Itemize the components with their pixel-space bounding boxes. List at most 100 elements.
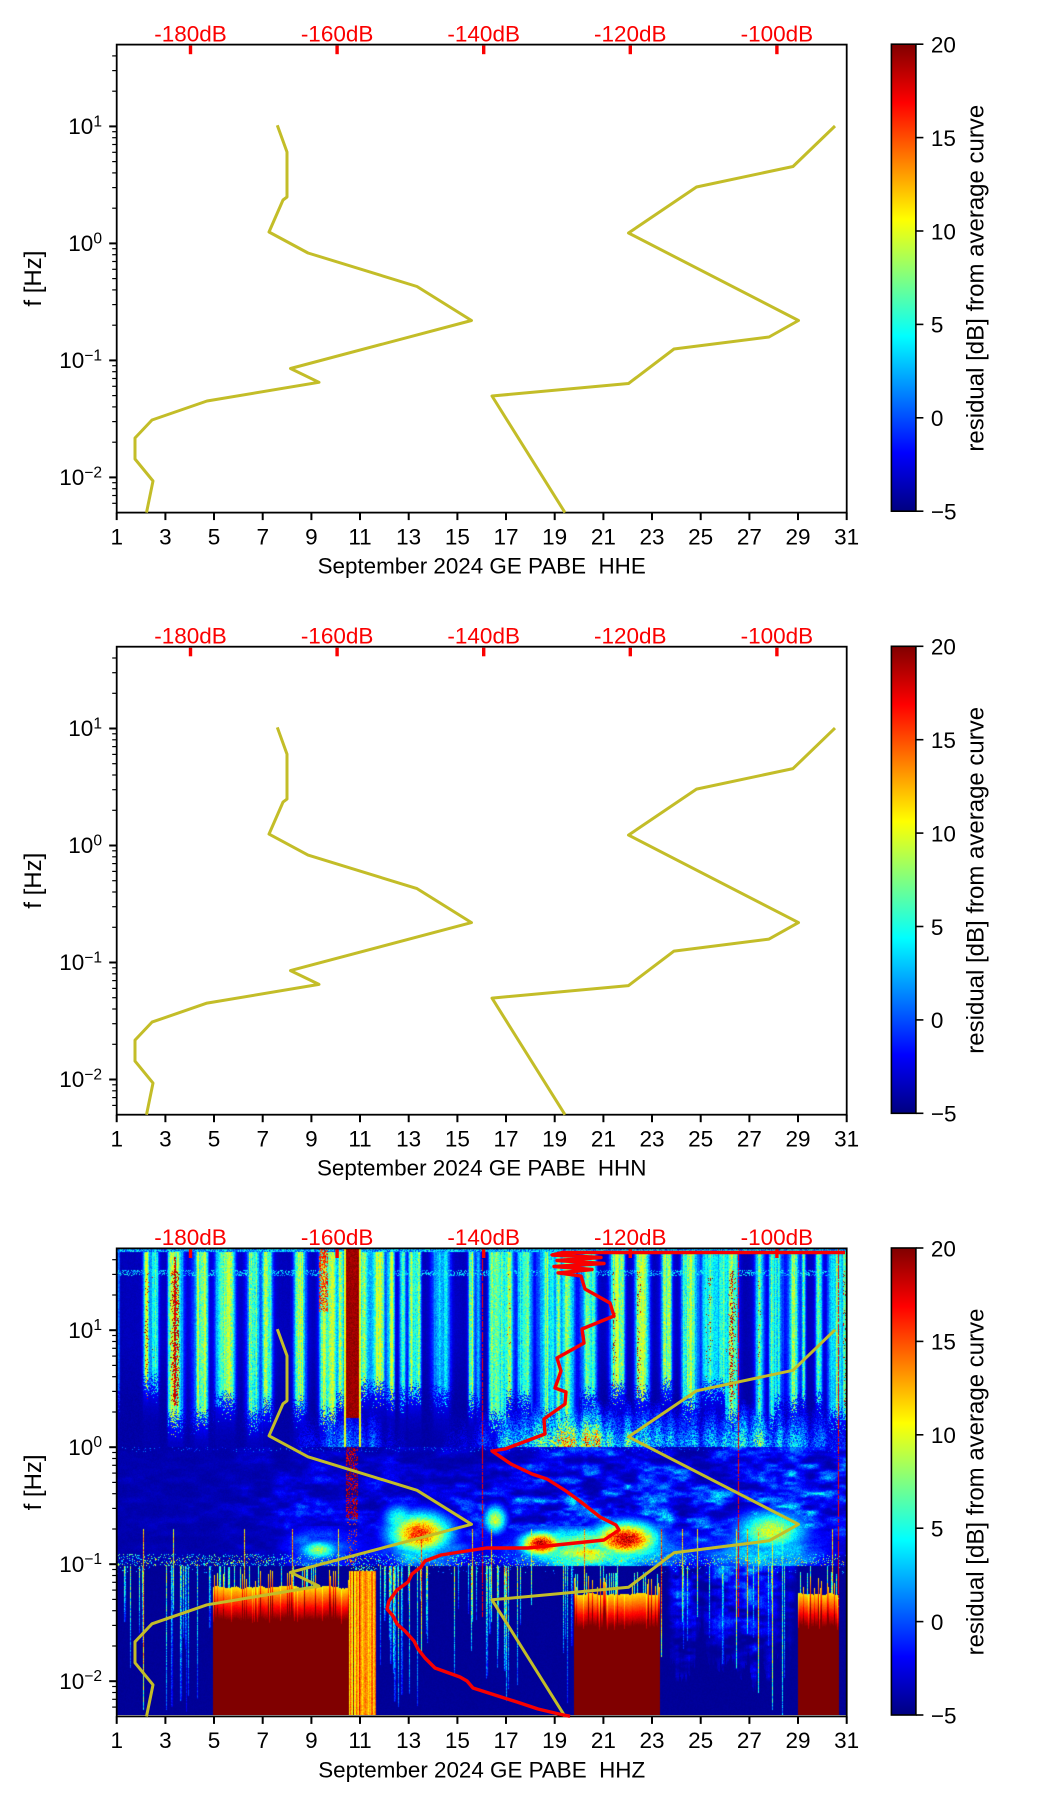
svg-text:September 2024 GE PABE HHN: September 2024 GE PABE HHN	[317, 1156, 646, 1181]
svg-text:5: 5	[208, 1127, 221, 1152]
svg-text:19: 19	[542, 1127, 567, 1152]
svg-text:residual [dB] from average cur: residual [dB] from average curve	[963, 707, 990, 1054]
svg-text:f [Hz]: f [Hz]	[20, 251, 47, 307]
svg-text:100: 100	[68, 230, 102, 256]
svg-text:29: 29	[785, 1127, 810, 1152]
svg-text:20: 20	[931, 635, 956, 660]
svg-text:5: 5	[931, 1517, 944, 1542]
svg-text:1: 1	[110, 1728, 123, 1753]
svg-text:-160dB: -160dB	[301, 1225, 374, 1250]
svg-text:-180dB: -180dB	[154, 1225, 227, 1250]
svg-text:17: 17	[493, 524, 518, 549]
svg-text:20: 20	[931, 33, 956, 58]
svg-text:5: 5	[931, 915, 944, 940]
svg-text:20: 20	[931, 1236, 956, 1261]
svg-text:10: 10	[931, 1423, 956, 1448]
svg-text:10−2: 10−2	[59, 464, 102, 490]
svg-text:13: 13	[396, 1728, 421, 1753]
svg-text:7: 7	[256, 1728, 269, 1753]
svg-text:29: 29	[785, 524, 810, 549]
svg-text:10−2: 10−2	[59, 1668, 102, 1694]
svg-text:-140dB: -140dB	[447, 1225, 520, 1250]
svg-text:23: 23	[639, 1728, 664, 1753]
svg-text:15: 15	[445, 524, 470, 549]
svg-text:31: 31	[834, 524, 859, 549]
svg-text:0: 0	[931, 1610, 944, 1635]
svg-text:9: 9	[305, 1728, 318, 1753]
svg-text:-100dB: -100dB	[741, 1225, 814, 1250]
svg-text:−5: −5	[931, 500, 957, 525]
svg-text:17: 17	[493, 1728, 518, 1753]
svg-text:residual [dB] from average cur: residual [dB] from average curve	[963, 1309, 990, 1656]
svg-text:21: 21	[591, 1728, 616, 1753]
svg-text:10−1: 10−1	[59, 1551, 102, 1577]
svg-text:7: 7	[256, 524, 269, 549]
svg-text:27: 27	[737, 1127, 762, 1152]
svg-text:f [Hz]: f [Hz]	[20, 853, 47, 909]
svg-text:−5: −5	[931, 1703, 957, 1728]
svg-text:f [Hz]: f [Hz]	[20, 1454, 47, 1510]
svg-text:10: 10	[931, 821, 956, 846]
svg-text:100: 100	[68, 832, 102, 858]
svg-text:1: 1	[110, 524, 123, 549]
svg-text:9: 9	[305, 524, 318, 549]
svg-text:-180dB: -180dB	[154, 623, 227, 648]
svg-text:101: 101	[68, 1317, 102, 1343]
svg-text:15: 15	[931, 1330, 956, 1355]
svg-text:25: 25	[688, 524, 713, 549]
svg-text:15: 15	[931, 728, 956, 753]
svg-text:-100dB: -100dB	[741, 21, 814, 46]
svg-text:−5: −5	[931, 1102, 957, 1127]
svg-text:September 2024 GE PABE HHZ: September 2024 GE PABE HHZ	[318, 1757, 645, 1782]
svg-text:-100dB: -100dB	[741, 623, 814, 648]
svg-text:7: 7	[256, 1127, 269, 1152]
svg-text:3: 3	[159, 524, 172, 549]
svg-text:5: 5	[208, 1728, 221, 1753]
svg-text:15: 15	[445, 1127, 470, 1152]
svg-text:-140dB: -140dB	[447, 623, 520, 648]
svg-text:3: 3	[159, 1127, 172, 1152]
svg-text:10−1: 10−1	[59, 347, 102, 373]
svg-text:5: 5	[208, 524, 221, 549]
svg-text:0: 0	[931, 406, 944, 431]
svg-text:13: 13	[396, 524, 421, 549]
svg-text:-180dB: -180dB	[154, 21, 227, 46]
svg-text:0: 0	[931, 1008, 944, 1033]
svg-text:10−2: 10−2	[59, 1066, 102, 1092]
svg-text:-120dB: -120dB	[594, 1225, 667, 1250]
svg-text:September 2024 GE PABE HHE: September 2024 GE PABE HHE	[318, 554, 646, 579]
svg-text:11: 11	[348, 1127, 371, 1152]
svg-text:31: 31	[834, 1127, 859, 1152]
svg-text:5: 5	[931, 313, 944, 338]
svg-text:19: 19	[542, 524, 567, 549]
svg-text:29: 29	[785, 1728, 810, 1753]
svg-text:100: 100	[68, 1434, 102, 1460]
svg-text:31: 31	[834, 1728, 859, 1753]
svg-text:15: 15	[445, 1728, 470, 1753]
svg-text:23: 23	[639, 1127, 664, 1152]
svg-text:101: 101	[68, 715, 102, 741]
svg-text:23: 23	[639, 524, 664, 549]
svg-text:-140dB: -140dB	[447, 21, 520, 46]
svg-text:9: 9	[305, 1127, 318, 1152]
svg-text:21: 21	[591, 1127, 616, 1152]
svg-text:-160dB: -160dB	[301, 21, 374, 46]
svg-text:-160dB: -160dB	[301, 623, 374, 648]
svg-text:10: 10	[931, 219, 956, 244]
svg-text:25: 25	[688, 1728, 713, 1753]
svg-text:27: 27	[737, 1728, 762, 1753]
svg-text:residual [dB] from average cur: residual [dB] from average curve	[963, 105, 990, 452]
svg-text:101: 101	[68, 113, 102, 139]
svg-text:17: 17	[493, 1127, 518, 1152]
svg-text:11: 11	[348, 524, 371, 549]
svg-text:21: 21	[591, 524, 616, 549]
svg-text:27: 27	[737, 524, 762, 549]
svg-text:3: 3	[159, 1728, 172, 1753]
svg-text:15: 15	[931, 126, 956, 151]
svg-text:1: 1	[110, 1127, 123, 1152]
svg-text:-120dB: -120dB	[594, 21, 667, 46]
svg-text:13: 13	[396, 1127, 421, 1152]
svg-text:25: 25	[688, 1127, 713, 1152]
svg-text:19: 19	[542, 1728, 567, 1753]
svg-text:-120dB: -120dB	[594, 623, 667, 648]
